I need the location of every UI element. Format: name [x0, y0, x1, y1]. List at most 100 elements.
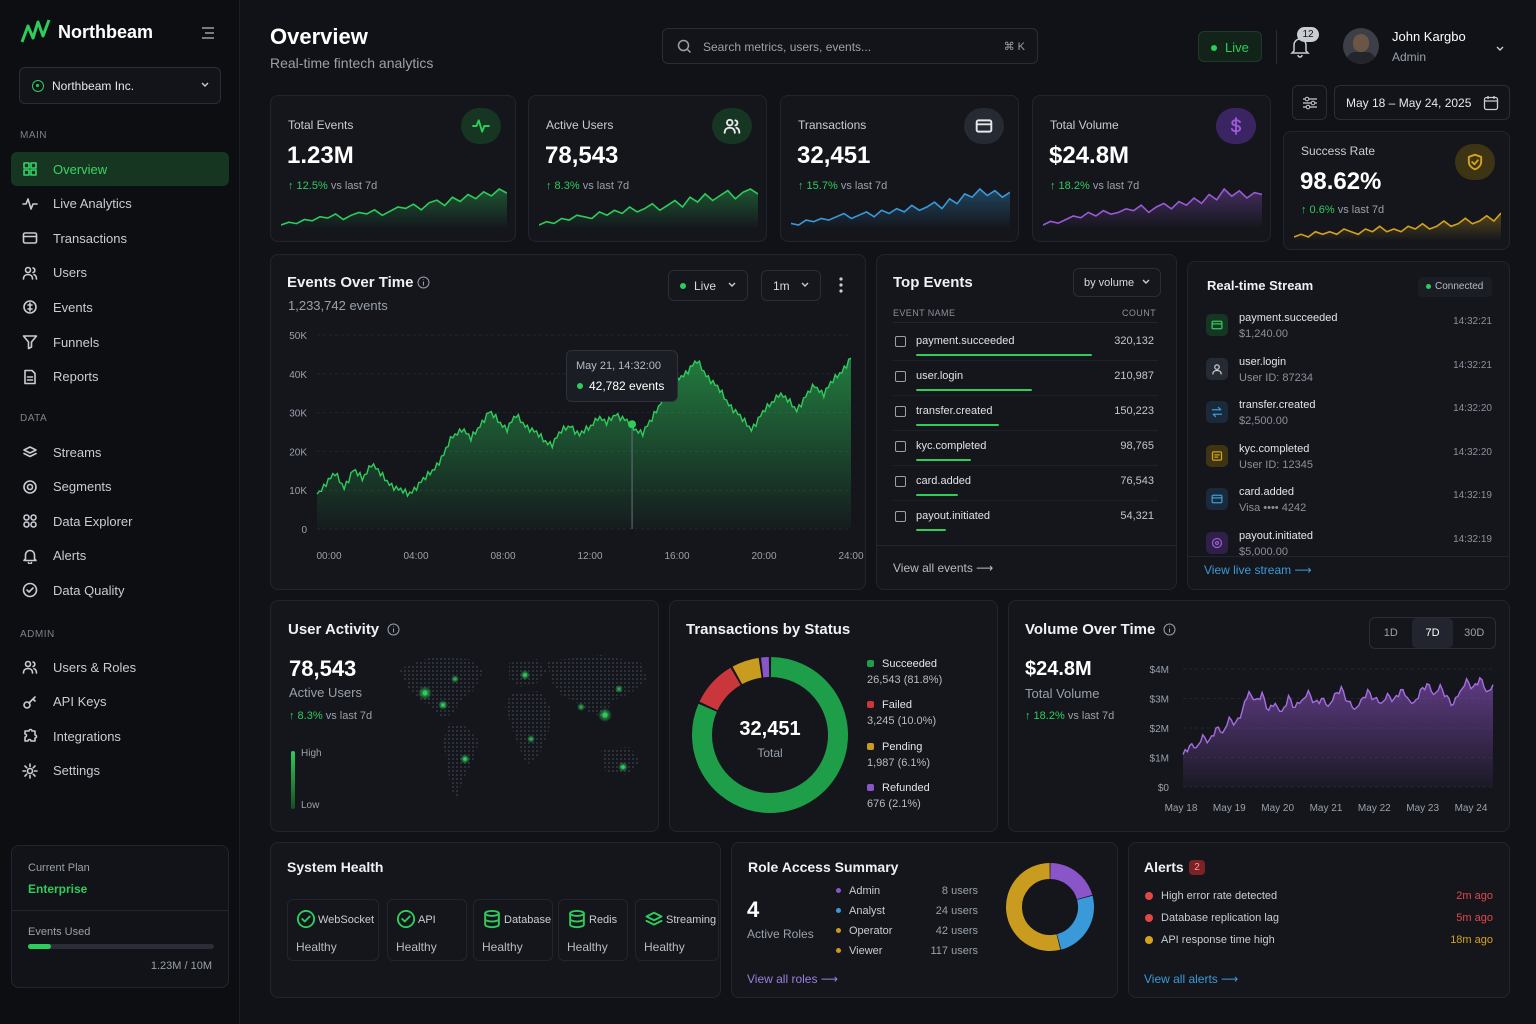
stream-event-time: 14:32:21: [1453, 359, 1492, 371]
event-icon: [895, 371, 906, 382]
role-name: Analyst: [849, 905, 886, 917]
top-event-row[interactable]: transfer.created 150,223: [893, 395, 1158, 431]
info-icon[interactable]: [417, 276, 430, 292]
filter-button[interactable]: [1292, 85, 1327, 120]
x-tick-label: May 24: [1455, 803, 1488, 814]
role-row-admin[interactable]: Admin 8 users: [836, 885, 978, 897]
stream-item[interactable]: transfer.created $2,500.00 14:32:20: [1204, 397, 1496, 441]
sidebar-item-segments[interactable]: Segments: [11, 470, 229, 504]
search-input[interactable]: Search metrics, users, events...: [703, 40, 872, 54]
grid-icon: [21, 160, 39, 178]
interval-select[interactable]: 1m: [761, 270, 821, 301]
kpi-card-active-users[interactable]: Active Users 78,543 ↑ 8.3% vs last 7d: [528, 95, 767, 242]
sidebar-item-users-roles[interactable]: Users & Roles: [11, 650, 229, 684]
alert-item[interactable]: API response time high 18m ago: [1145, 934, 1493, 946]
coins-icon: [21, 298, 39, 316]
user-menu-chevron-icon[interactable]: [1495, 42, 1505, 57]
sidebar-item-alerts[interactable]: Alerts: [11, 539, 229, 573]
sidebar-item-streams[interactable]: Streams: [11, 435, 229, 469]
sidebar-item-settings[interactable]: Settings: [11, 754, 229, 788]
live-badge[interactable]: Live: [1198, 31, 1262, 62]
kpi-card-transactions[interactable]: Transactions 32,451 ↑ 15.7% vs last 7d: [780, 95, 1019, 242]
role-donut[interactable]: [1004, 861, 1096, 953]
stream-item[interactable]: payout.initiated $5,000.00 14:32:19: [1204, 528, 1496, 572]
kpi-card-total-volume[interactable]: Total Volume $24.8M ↑ 18.2% vs last 7d: [1032, 95, 1271, 242]
sidebar-item-events[interactable]: Events: [11, 290, 229, 324]
date-range-picker[interactable]: May 18 – May 24, 2025: [1334, 85, 1510, 120]
sidebar-item-label: Alerts: [53, 548, 87, 564]
role-row-operator[interactable]: Operator 42 users: [836, 925, 978, 937]
table-divider: [893, 322, 1158, 323]
sidebar-item-data-explorer[interactable]: Data Explorer: [11, 504, 229, 538]
info-icon[interactable]: [387, 623, 400, 639]
avatar[interactable]: [1343, 28, 1379, 64]
top-event-row[interactable]: payout.initiated 54,321: [893, 500, 1158, 535]
volume-label: Total Volume: [1025, 686, 1100, 701]
kpi-card-total-events[interactable]: Total Events 1.23M ↑ 12.5% vs last 7d: [270, 95, 516, 242]
col-count: COUNT: [1122, 308, 1156, 318]
health-item-database[interactable]: Database Healthy: [473, 899, 553, 961]
legend-label-row: Failed: [867, 699, 936, 711]
top-event-row[interactable]: card.added 76,543: [893, 465, 1158, 501]
event-name: user.login: [916, 370, 964, 382]
volume-over-time-card: Volume Over Time 1D 7D 30D $24.8M Total Vo…: [1008, 600, 1510, 832]
health-item-websocket[interactable]: WebSocket Healthy: [287, 899, 379, 961]
sidebar-item-live-analytics[interactable]: Live Analytics: [11, 187, 229, 221]
top-events-filter[interactable]: by volume: [1073, 268, 1161, 297]
live-toggle[interactable]: Live: [668, 270, 748, 301]
stream-item[interactable]: kyc.completed User ID: 12345 14:32:20: [1204, 441, 1496, 485]
sidebar-item-overview[interactable]: Overview: [11, 152, 229, 186]
health-item-redis[interactable]: Redis Healthy: [558, 899, 628, 961]
view-all-roles-link[interactable]: View all roles ⟶: [747, 972, 838, 986]
org-selector[interactable]: Northbeam Inc.: [19, 67, 221, 104]
role-row-analyst[interactable]: Analyst 24 users: [836, 905, 978, 917]
more-options-icon[interactable]: [839, 277, 843, 296]
view-all-events-link[interactable]: View all events ⟶: [893, 561, 993, 575]
top-event-row[interactable]: user.login 210,987: [893, 360, 1158, 396]
role-row-viewer[interactable]: Viewer 117 users: [836, 945, 978, 957]
sidebar-item-funnels[interactable]: Funnels: [11, 325, 229, 359]
range-1d[interactable]: 1D: [1383, 627, 1398, 639]
x-tick-label: 00:00: [316, 551, 341, 562]
kpi-card-success-rate[interactable]: Success Rate 98.62% ↑ 0.6% vs last 7d: [1283, 131, 1510, 250]
view-live-stream-link[interactable]: View live stream ⟶: [1204, 563, 1312, 577]
top-event-row[interactable]: payment.succeeded 320,132: [893, 325, 1158, 361]
health-status: Healthy: [482, 940, 523, 954]
view-all-alerts-link[interactable]: View all alerts ⟶: [1144, 972, 1238, 986]
sidebar-item-label: Overview: [53, 161, 108, 177]
usage-label: Events Used: [28, 926, 91, 938]
stream-item[interactable]: payment.succeeded $1,240.00 14:32:21: [1204, 310, 1496, 354]
stream-item[interactable]: card.added Visa •••• 4242 14:32:19: [1204, 484, 1496, 528]
y-tick-label: $4M: [1150, 665, 1169, 676]
health-status: Healthy: [567, 940, 608, 954]
sidebar-item-transactions[interactable]: Transactions: [11, 221, 229, 255]
health-item-api[interactable]: API Healthy: [387, 899, 467, 961]
search-box[interactable]: Search metrics, users, events... ⌘ K: [662, 28, 1038, 64]
top-event-row[interactable]: kyc.completed 98,765: [893, 430, 1158, 466]
x-tick-label: May 22: [1358, 803, 1391, 814]
alert-severity-dot: [1145, 914, 1153, 922]
health-item-streaming[interactable]: Streaming Healthy: [635, 899, 719, 961]
kpi-delta: ↑ 18.2% vs last 7d: [1050, 180, 1139, 192]
volume-area-chart[interactable]: $0 $1M $2M $3M $4M May 18 May 19 May 20 May 21 Ma…: [1139, 657, 1501, 821]
sidebar-item-api-keys[interactable]: API Keys: [11, 685, 229, 719]
collapse-sidebar-icon[interactable]: [200, 26, 216, 40]
alert-item[interactable]: High error rate detected 2m ago: [1145, 890, 1493, 902]
sidebar-item-reports[interactable]: Reports: [11, 360, 229, 394]
top-events-title: Top Events: [893, 274, 973, 291]
plan-label: Current Plan: [28, 862, 90, 874]
info-icon[interactable]: [1163, 623, 1176, 639]
sidebar-item-data-quality[interactable]: Data Quality: [11, 573, 229, 607]
range-7d[interactable]: 7D: [1411, 618, 1454, 648]
range-30d[interactable]: 30D: [1464, 627, 1485, 639]
event-count: 150,223: [1114, 405, 1154, 417]
sidebar-item-integrations[interactable]: Integrations: [11, 719, 229, 753]
alert-item[interactable]: Database replication lag 5m ago: [1145, 912, 1493, 924]
tx-status-donut[interactable]: [690, 655, 850, 815]
world-map[interactable]: [391, 649, 655, 809]
x-tick-label: 12:00: [577, 551, 602, 562]
stream-item[interactable]: user.login User ID: 87234 14:32:21: [1204, 354, 1496, 398]
events-area-chart[interactable]: 0 10K 20K 30K 40K 50K 00:00 04:00 08:00 12:00 16:0…: [271, 325, 867, 585]
role-access-title: Role Access Summary: [748, 859, 899, 875]
sidebar-item-users[interactable]: Users: [11, 256, 229, 290]
